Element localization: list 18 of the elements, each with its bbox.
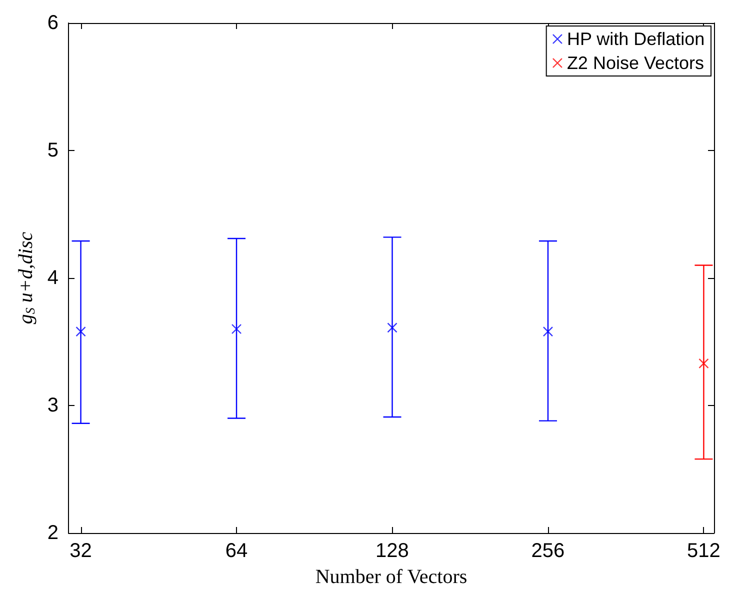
y-tick-label: 3 <box>47 394 59 416</box>
legend-label: Z2 Noise Vectors <box>566 53 704 73</box>
x-tick-label: 256 <box>531 540 565 562</box>
y-tick-label: 4 <box>47 267 59 289</box>
x-axis-title: Number of Vectors <box>315 566 468 588</box>
y-tick-label: 5 <box>47 140 59 162</box>
point <box>387 322 398 333</box>
x-tick-label: 512 <box>687 540 720 562</box>
point <box>76 326 86 337</box>
point <box>542 326 554 337</box>
x-tick-label: 64 <box>225 540 248 562</box>
point <box>231 324 242 334</box>
y-tick-label: 6 <box>47 12 59 34</box>
y-tick-label: 2 <box>47 522 59 544</box>
legend-label: HP with Deflation <box>566 29 705 49</box>
y-axis-title: gS u+d,disc <box>15 232 38 324</box>
x-tick-label: 128 <box>376 540 409 562</box>
x-tick-label: 32 <box>70 540 92 562</box>
